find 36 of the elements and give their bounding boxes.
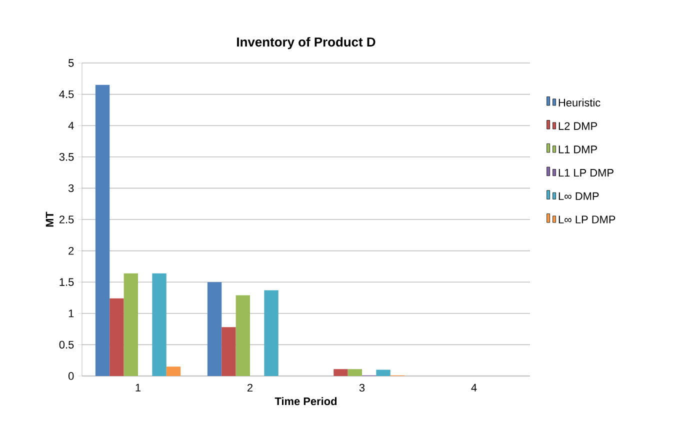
y-tick-label: 0.5 [59, 340, 74, 349]
bar [236, 295, 250, 376]
x-tick-label: 1 [136, 384, 141, 392]
bar [222, 327, 236, 376]
legend-label: L∞ DMP [558, 192, 599, 200]
bar [348, 369, 362, 376]
y-tick-label: 4 [68, 122, 74, 130]
y-tick-label: 2.5 [59, 216, 74, 224]
bar [110, 298, 124, 376]
legend-label: L∞ LP DMP [558, 216, 616, 224]
y-tick-label: 2 [68, 246, 74, 255]
bar [124, 273, 138, 376]
bar [166, 366, 181, 376]
bar [207, 282, 222, 376]
bar [152, 273, 166, 376]
x-tick-label: 4 [471, 384, 477, 392]
y-tick-label: 5 [68, 59, 74, 67]
legend-label: Heuristic [558, 98, 600, 107]
y-tick-label: 1.5 [60, 278, 74, 286]
y-tick-label: 3.5 [59, 153, 74, 161]
legend-label: L1 LP DMP [558, 169, 614, 177]
chart-title: Inventory of Product D [237, 37, 376, 50]
bar [376, 370, 390, 376]
y-axis-title: MT [46, 212, 54, 227]
bar [95, 84, 110, 376]
x-axis-title: Time Period [274, 397, 337, 406]
y-tick-label: 1 [68, 310, 74, 318]
legend-label: L1 DMP [558, 146, 597, 154]
bar [334, 369, 348, 376]
bar [264, 290, 278, 376]
x-tick-label: 2 [248, 384, 252, 392]
x-tick-label: 3 [359, 384, 365, 392]
legend-label: L2 DMP [558, 122, 597, 130]
y-tick-label: 3 [68, 184, 74, 192]
y-tick-label: 0 [68, 372, 74, 380]
y-tick-label: 4.5 [59, 90, 74, 98]
